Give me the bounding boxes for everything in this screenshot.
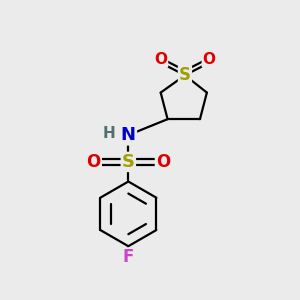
Text: O: O [87, 153, 101, 171]
Text: S: S [122, 153, 135, 171]
Text: O: O [154, 52, 167, 67]
Text: N: N [121, 126, 136, 144]
Text: F: F [123, 248, 134, 266]
Text: S: S [179, 66, 191, 84]
Text: H: H [102, 125, 115, 140]
Text: O: O [203, 52, 216, 67]
Text: O: O [156, 153, 170, 171]
